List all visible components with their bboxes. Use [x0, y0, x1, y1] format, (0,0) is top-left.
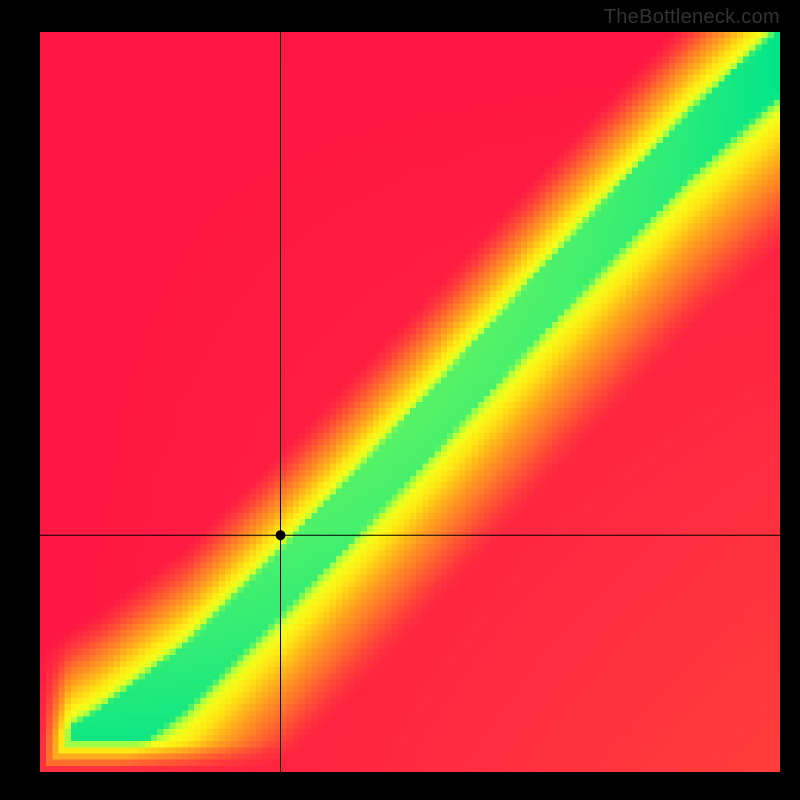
bottleneck-heatmap	[40, 32, 780, 772]
chart-container: { "watermark": { "text": "TheBottleneck.…	[0, 0, 800, 800]
watermark-text: TheBottleneck.com	[604, 6, 780, 29]
